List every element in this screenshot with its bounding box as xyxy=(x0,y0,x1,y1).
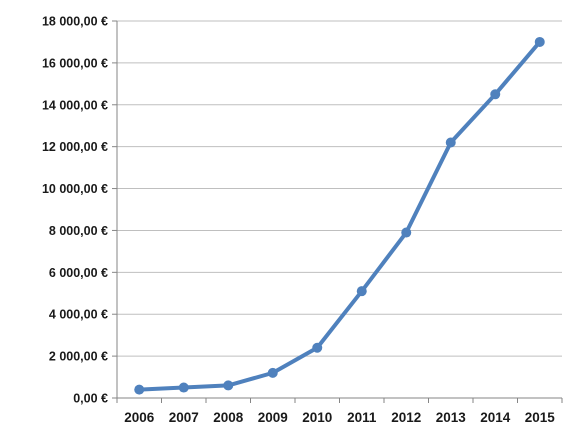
y-tick-label: 16 000,00 € xyxy=(42,56,108,70)
x-tick-label: 2015 xyxy=(525,410,556,425)
y-tick-label: 2 000,00 € xyxy=(49,350,108,364)
y-tick-label: 10 000,00 € xyxy=(42,182,108,196)
data-point xyxy=(356,286,367,297)
x-tick-label: 2011 xyxy=(347,410,377,425)
y-tick-label: 6 000,00 € xyxy=(49,266,108,280)
x-tick-label: 2007 xyxy=(169,410,199,425)
grid-lines xyxy=(117,20,562,357)
x-tick-label: 2006 xyxy=(124,410,155,425)
data-point xyxy=(445,137,456,148)
axes xyxy=(112,20,563,403)
x-tick-label: 2014 xyxy=(480,410,511,425)
series-line-path xyxy=(137,39,542,392)
data-point xyxy=(312,342,323,353)
x-tick-label: 2010 xyxy=(302,410,332,425)
data-point xyxy=(134,384,145,395)
series-markers xyxy=(134,36,545,395)
y-tick-labels: 0,00 € 2 000,00 € 4 000,00 € 6 000,00 € 8 00… xyxy=(42,15,108,406)
data-point xyxy=(490,89,501,100)
y-tick-label: 0,00 € xyxy=(73,392,108,406)
data-point xyxy=(534,36,545,47)
data-point xyxy=(267,367,278,378)
y-tick-label: 18 000,00 € xyxy=(42,15,108,29)
y-tick-label: 12 000,00 € xyxy=(42,140,108,154)
data-point xyxy=(178,382,189,393)
x-tick-label: 2012 xyxy=(391,410,421,425)
x-tick-label: 2009 xyxy=(258,410,288,425)
x-tick-labels: 2006 2007 2008 2009 2010 2011 2012 2013 2014 2015 xyxy=(124,410,555,425)
y-tick-label: 4 000,00 € xyxy=(49,308,108,322)
x-tick-label: 2013 xyxy=(436,410,467,425)
y-tick-label: 8 000,00 € xyxy=(49,224,108,238)
series-line xyxy=(137,39,542,392)
x-tick-label: 2008 xyxy=(213,410,244,425)
y-tick-label: 14 000,00 € xyxy=(42,98,108,112)
data-point xyxy=(223,380,234,391)
data-point xyxy=(401,227,412,238)
